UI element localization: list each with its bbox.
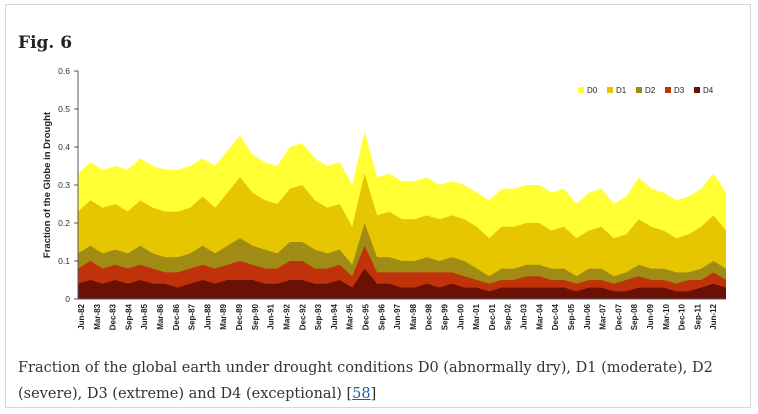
x-tick-label: Jun-09 <box>646 303 655 329</box>
x-tick-label: Dec-98 <box>425 303 434 330</box>
x-tick-label: Sep-11 <box>693 303 702 329</box>
x-tick-label: Mar-01 <box>472 303 481 329</box>
y-axis-title: Fraction of the Globe in Drought <box>42 111 53 258</box>
x-tick-label: Jun-06 <box>583 303 592 329</box>
x-tick-label: Mar-86 <box>156 303 165 329</box>
legend-swatch-d4 <box>694 87 700 93</box>
y-tick-label: 0.4 <box>58 142 70 152</box>
x-tick-label: Jun-00 <box>456 303 465 329</box>
x-tick-label: Dec-10 <box>678 303 687 330</box>
x-tick-label: Mar-92 <box>283 303 292 329</box>
legend-label-d2: D2 <box>645 86 656 95</box>
y-tick-label: 0 <box>65 294 70 304</box>
x-tick-label: Jun-12 <box>709 303 718 329</box>
x-tick-label: Sep-90 <box>251 303 260 330</box>
x-tick-label: Jun-97 <box>393 303 402 329</box>
chart-container: 0 0.1 0.2 0.3 0.4 0.5 0.6 Jun-82 Mar-83 Dec-83 Sep… <box>36 65 736 360</box>
x-tick-label: Mar-04 <box>535 303 544 329</box>
x-tick-label: Sep-87 <box>188 303 197 330</box>
x-tick-label: Jun-03 <box>520 303 529 329</box>
x-tick-label: Dec-89 <box>235 303 244 330</box>
x-tick-label: Jun-91 <box>267 303 276 329</box>
legend-swatch-d0 <box>578 87 584 93</box>
figure-caption: Fraction of the global earth under droug… <box>18 355 738 407</box>
figure-title: Fig. 6 <box>18 33 73 53</box>
x-tick-label: Sep-02 <box>504 303 513 330</box>
x-tick-label: Dec-83 <box>109 303 118 330</box>
legend-label-d3: D3 <box>674 86 685 95</box>
x-tick-label: Dec-01 <box>488 303 497 330</box>
caption-text: Fraction of the global earth under droug… <box>18 360 713 402</box>
x-tick-label: Dec-92 <box>298 303 307 330</box>
x-tick-label: Sep-96 <box>377 303 386 330</box>
legend-label-d0: D0 <box>587 86 598 95</box>
y-tick-label: 0.3 <box>58 180 70 190</box>
y-tick-label: 0.6 <box>58 66 70 76</box>
x-tick-label: Sep-05 <box>567 303 576 330</box>
x-tick-label: Jun-85 <box>140 303 149 329</box>
x-tick-label: Mar-98 <box>409 303 418 329</box>
x-tick-label: Mar-95 <box>346 303 355 329</box>
x-tick-label: Dec-04 <box>551 303 560 330</box>
y-tick-label: 0.5 <box>58 104 70 114</box>
x-tick-label: Mar-07 <box>599 303 608 329</box>
y-tick-label: 0.2 <box>58 218 70 228</box>
y-tick-label: 0.1 <box>58 256 70 266</box>
legend-swatch-d2 <box>636 87 642 93</box>
drought-area-chart: 0 0.1 0.2 0.3 0.4 0.5 0.6 Jun-82 Mar-83 Dec-83 Sep… <box>42 66 726 330</box>
caption-close: ] <box>370 386 377 402</box>
x-tick-label: Mar-10 <box>662 303 671 329</box>
x-tick-label: Sep-93 <box>314 303 323 330</box>
x-tick-label: Dec-86 <box>172 303 181 330</box>
x-tick-label: Jun-88 <box>203 303 212 329</box>
figure-frame: Fig. 6 0 0.1 0.2 0.3 0.4 0.5 0.6 Jun-82 Mar-83 De… <box>5 4 751 408</box>
x-tick-label: Sep-84 <box>124 303 133 330</box>
area-series-d4 <box>78 268 726 299</box>
legend-label-d4: D4 <box>703 86 714 95</box>
x-tick-label: Dec-07 <box>614 303 623 330</box>
x-tick-label: Mar-83 <box>93 303 102 329</box>
x-tick-label: Jun-94 <box>330 303 339 329</box>
legend-swatch-d1 <box>607 87 613 93</box>
x-tick-label: Jun-82 <box>77 303 86 329</box>
x-tick-label: Sep-99 <box>441 303 450 330</box>
legend-label-d1: D1 <box>616 86 627 95</box>
reference-link[interactable]: 58 <box>352 386 371 402</box>
legend-swatch-d3 <box>665 87 671 93</box>
x-tick-label: Dec-95 <box>362 303 371 330</box>
x-tick-label: Sep-08 <box>630 303 639 330</box>
x-tick-label: Mar-89 <box>219 303 228 329</box>
